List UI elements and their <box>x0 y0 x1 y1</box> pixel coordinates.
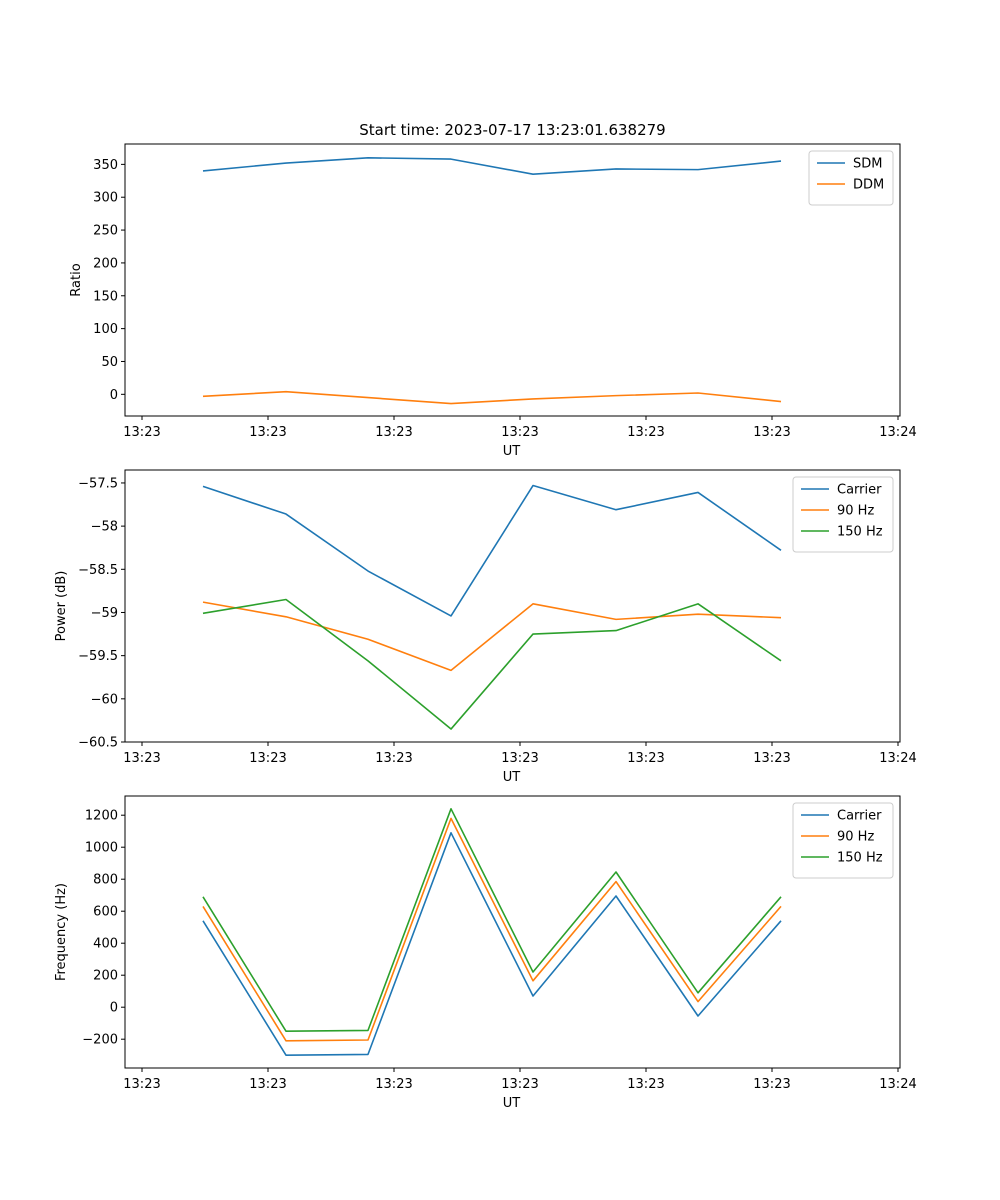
x-tick-label: 13:23 <box>753 425 790 440</box>
y-tick-label: 400 <box>93 937 118 952</box>
y-tick-label: 0 <box>110 1001 118 1016</box>
legend-box <box>792 476 894 553</box>
legend-label: 90 Hz <box>837 830 874 845</box>
y-tick-label: 200 <box>93 969 118 984</box>
x-tick-label: 13:23 <box>123 1077 160 1092</box>
y-tick-label: 200 <box>93 256 118 271</box>
series-line-90-hz <box>202 817 782 1042</box>
x-axis-label: UT <box>503 444 521 459</box>
y-tick-label: 800 <box>93 873 118 888</box>
y-tick-label: 350 <box>93 158 118 173</box>
series-line-ddm <box>202 390 782 405</box>
legend-box <box>792 802 894 879</box>
legend: SDM DDM <box>808 150 894 206</box>
x-tick-label: 13:23 <box>375 425 412 440</box>
y-tick-label: 150 <box>93 289 118 304</box>
legend-label: 150 Hz <box>837 851 883 866</box>
y-axis-label: Ratio <box>69 263 84 296</box>
x-tick-label: 13:23 <box>375 751 412 766</box>
series-line-150-hz <box>202 807 782 1032</box>
legend: Carrier 90 Hz 150 Hz <box>792 476 894 553</box>
y-tick-label: 300 <box>93 191 118 206</box>
y-tick-label: 0 <box>110 388 118 403</box>
y-axis-label: Power (dB) <box>54 571 69 642</box>
axes-frame <box>124 143 901 417</box>
series-line-carrier <box>202 831 782 1056</box>
y-tick-label: −59 <box>91 606 118 621</box>
legend-label: 150 Hz <box>837 525 883 540</box>
x-tick-label: 13:24 <box>879 1077 916 1092</box>
series-line-90-hz <box>202 601 782 672</box>
x-tick-label: 13:23 <box>501 1077 538 1092</box>
series-line-sdm <box>202 157 782 176</box>
y-tick-label: −58 <box>91 520 118 535</box>
plots-container: Start time: 2023-07-17 13:23:01.638279 0 5… <box>54 121 917 1111</box>
x-tick-label: 13:23 <box>123 751 160 766</box>
x-axis-label: UT <box>503 1096 521 1111</box>
axes-frame <box>124 469 901 743</box>
x-tick-label: 13:23 <box>627 425 664 440</box>
y-tick-label: −58.5 <box>78 563 118 578</box>
y-tick-label: −57.5 <box>78 476 118 491</box>
y-tick-label: 600 <box>93 905 118 920</box>
x-tick-label: 13:23 <box>249 1077 286 1092</box>
series-line-150-hz <box>202 598 782 730</box>
x-tick-label: 13:24 <box>879 425 916 440</box>
legend-label: Carrier <box>837 483 882 498</box>
y-tick-label: 50 <box>101 355 118 370</box>
y-tick-label: 250 <box>93 224 118 239</box>
chart-panel-1: Start time: 2023-07-17 13:23:01.638279 0 5… <box>69 121 917 459</box>
x-tick-label: 13:23 <box>249 425 286 440</box>
x-axis-label: UT <box>503 770 521 785</box>
x-tick-label: 13:23 <box>375 1077 412 1092</box>
y-axis-label: Frequency (Hz) <box>54 883 69 981</box>
axes-frame <box>124 795 901 1069</box>
x-tick-label: 13:23 <box>627 1077 664 1092</box>
legend-label: 90 Hz <box>837 504 874 519</box>
x-tick-label: 13:23 <box>501 425 538 440</box>
y-tick-label: 100 <box>93 322 118 337</box>
x-tick-label: 13:23 <box>123 425 160 440</box>
legend-label: SDM <box>853 157 882 172</box>
x-tick-label: 13:23 <box>501 751 538 766</box>
legend: Carrier 90 Hz 150 Hz <box>792 802 894 879</box>
y-tick-label: −59.5 <box>78 649 118 664</box>
x-tick-label: 13:23 <box>249 751 286 766</box>
x-tick-label: 13:23 <box>627 751 664 766</box>
legend-label: Carrier <box>837 809 882 824</box>
chart-panel-2: −60.5 −60 −59.5 −59 −58.5 −58 −57.5 13:23 13:23 1… <box>54 469 917 785</box>
y-tick-label: 1200 <box>85 809 118 824</box>
y-tick-label: −60.5 <box>78 736 118 751</box>
x-tick-label: 13:23 <box>753 751 790 766</box>
legend-label: DDM <box>853 178 884 193</box>
chart-title: Start time: 2023-07-17 13:23:01.638279 <box>359 121 665 139</box>
y-tick-label: −60 <box>91 692 118 707</box>
chart-panel-3: −200 0 200 400 600 800 1000 1200 13:23 13:23 13:23… <box>54 795 917 1111</box>
y-tick-label: 1000 <box>85 841 118 856</box>
x-tick-label: 13:23 <box>753 1077 790 1092</box>
x-tick-label: 13:24 <box>879 751 916 766</box>
y-tick-label: −200 <box>82 1033 118 1048</box>
legend-box <box>808 150 894 206</box>
series-line-carrier <box>202 484 782 617</box>
